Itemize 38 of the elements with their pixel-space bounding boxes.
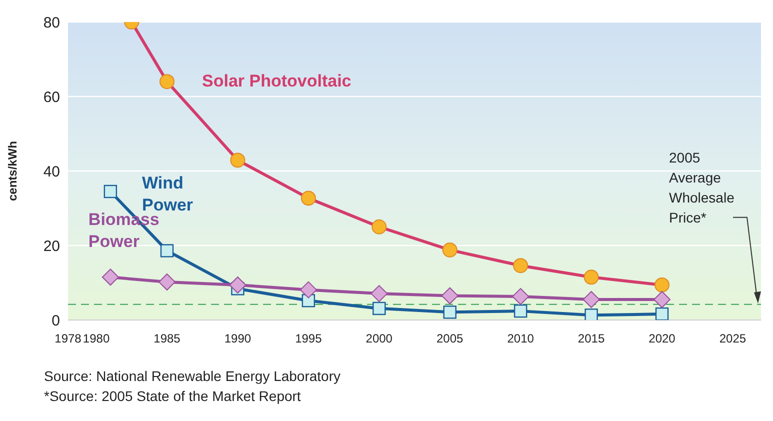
point [300,281,317,298]
point [582,291,600,308]
point [441,287,458,304]
y-tick-label: 80 [43,14,60,32]
point [370,285,388,302]
x-tick-label: 2005 [436,332,464,346]
y-tick-label: 40 [43,163,60,180]
x-tick-label: 2010 [507,332,534,346]
point [514,304,528,318]
ref-line-label: 2005 Average Wholesale Price* [669,149,735,226]
series-label: Wind Power [142,174,194,215]
point [104,184,118,198]
point [158,274,176,291]
source-note: Source: National Renewable Energy Laboratory [44,367,342,386]
text: *Source: 2005 State of the Market Report [44,387,302,406]
x-tick-label: 1995 [295,332,322,346]
point [512,288,530,306]
point [584,308,598,320]
x-tick-label: 2000 [366,332,393,346]
y-tick-label: 0 [52,312,60,330]
x-tick-label: 1985 [154,332,181,346]
y-tick-label: 60 [43,88,60,106]
point [443,306,456,319]
point [229,276,246,294]
point [654,291,670,308]
x-tick-label: 1990 [224,332,252,346]
x-tick-label: 2020 [648,332,676,346]
x-tick-label: 2025 [719,332,746,346]
y-axis-title: cents/kWh [5,140,20,202]
x-tick-label: 1980 [82,332,110,346]
y-tick-label: 20 [43,238,60,255]
point [655,307,669,320]
point [102,268,119,286]
series-label: Solar Photovoltaic [202,72,352,91]
x-tick-label: 2015 [578,332,605,346]
point [372,302,386,316]
x-tick-label: 1978 [54,332,82,346]
point [160,244,174,258]
